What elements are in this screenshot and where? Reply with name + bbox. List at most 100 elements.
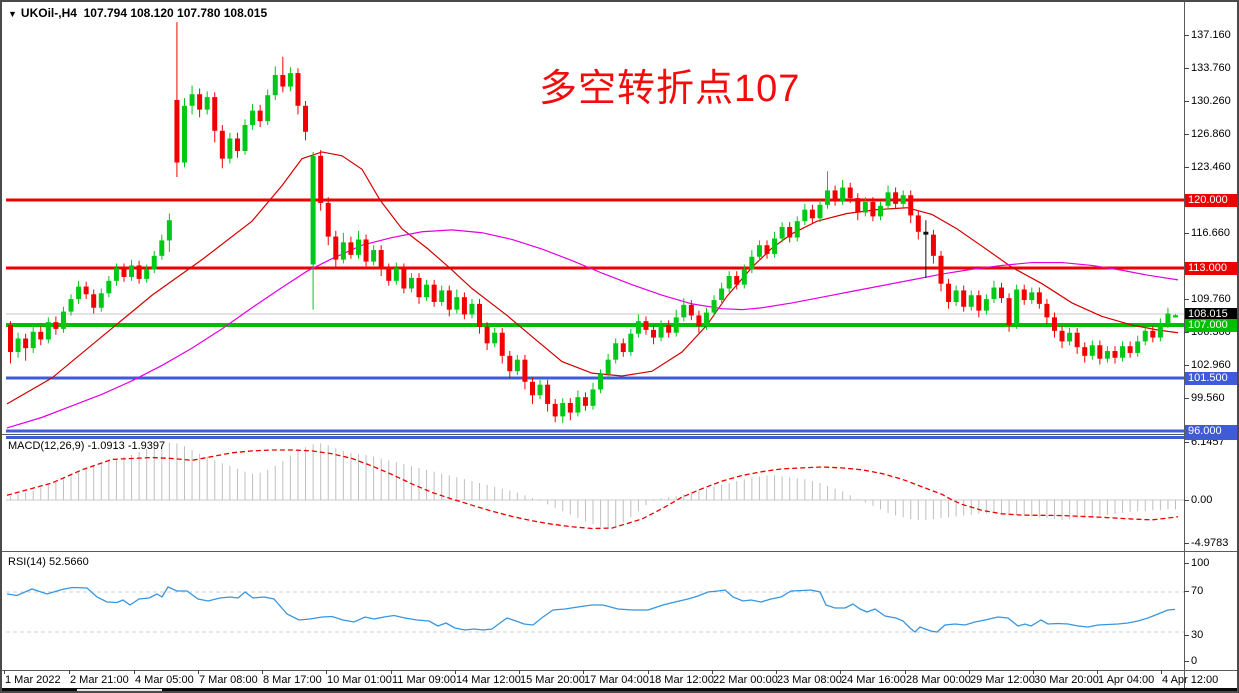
candle-body — [514, 359, 520, 372]
price-tick-mark — [1184, 134, 1189, 135]
ma-slow-line — [6, 229, 1179, 429]
candle-body — [242, 125, 248, 151]
candle-body — [76, 286, 82, 300]
macd-tick-mark — [1184, 543, 1189, 544]
date-label: 4 Apr 12:00 — [1162, 674, 1219, 686]
candle-body — [643, 321, 649, 330]
candle-body — [696, 315, 702, 327]
scrollbar-thumb[interactable] — [77, 689, 162, 691]
date-label: 28 Mar 00:00 — [906, 674, 971, 686]
panel-separator-macd-rsi[interactable] — [2, 551, 1237, 552]
date-tick-mark — [905, 670, 906, 674]
candle-body — [908, 195, 914, 216]
annotation-text[interactable]: 多空转折点107 — [539, 68, 801, 110]
candle-body — [1082, 347, 1088, 356]
candle-body — [446, 290, 452, 310]
price-tick-mark — [1184, 35, 1189, 36]
candle-body — [567, 402, 573, 413]
candle-body — [287, 73, 293, 87]
date-tick-mark — [648, 670, 649, 674]
candle-body — [477, 303, 483, 327]
symbol-period-label: UKOil-,H4 — [20, 6, 77, 20]
rsi-line — [6, 586, 1176, 633]
horizontal-scrollbar[interactable] — [2, 688, 1237, 691]
candle-body — [250, 110, 256, 126]
date-tick-mark — [776, 670, 777, 674]
date-tick-mark — [969, 670, 970, 674]
candle-body — [91, 294, 97, 308]
candle-body — [809, 209, 815, 219]
date-label: 30 Mar 20:00 — [1034, 674, 1099, 686]
candle-body — [560, 402, 566, 417]
candle-body — [817, 204, 823, 219]
candle-body — [257, 110, 263, 122]
candle-body — [386, 268, 392, 281]
candle-body — [507, 355, 513, 372]
candle-body — [1112, 351, 1118, 358]
price-tick-mark — [1184, 101, 1189, 102]
candle-body — [136, 265, 142, 279]
date-label: 18 Mar 12:00 — [649, 674, 714, 686]
candle-body — [620, 343, 626, 352]
price-axis-divider — [1184, 2, 1185, 688]
candle-body — [734, 276, 740, 285]
candle-body — [484, 326, 490, 344]
candle-body — [197, 94, 203, 110]
candle-body — [499, 332, 505, 356]
candle-body — [946, 283, 952, 302]
candle-body — [719, 288, 725, 301]
candle-body — [666, 325, 672, 333]
candle-body — [772, 238, 778, 254]
candle-body — [1059, 330, 1065, 342]
candle-body — [726, 276, 732, 289]
date-label: 10 Mar 01:00 — [327, 674, 392, 686]
candle-body — [598, 374, 604, 390]
candle-body — [628, 333, 634, 352]
date-tick-mark — [134, 670, 135, 674]
date-tick-mark — [326, 670, 327, 674]
price-badge-101.500: 101.500 — [1185, 371, 1237, 385]
date-label: 29 Mar 12:00 — [970, 674, 1035, 686]
symbol-dropdown-icon[interactable]: ▼ — [8, 9, 17, 19]
candle-body — [749, 256, 755, 270]
candle-body — [280, 75, 286, 87]
candle-body — [454, 297, 460, 310]
candle-body — [30, 331, 36, 349]
date-tick-mark — [1033, 670, 1034, 674]
candle-body — [961, 290, 967, 307]
candle-body — [113, 268, 119, 281]
rsi-tick-label: 0 — [1191, 655, 1198, 667]
candle-body — [333, 236, 339, 260]
time-axis — [2, 671, 1237, 688]
candle-body — [991, 287, 997, 300]
candle-body — [15, 338, 21, 352]
price-badge-96.000: 96.000 — [1185, 424, 1237, 438]
candle-body — [265, 95, 271, 122]
candle-body — [234, 138, 240, 151]
candle-body — [424, 284, 430, 298]
candle-body — [1097, 345, 1103, 359]
candle-body — [129, 265, 135, 277]
candle-body — [363, 239, 369, 262]
candle-body — [23, 338, 29, 349]
price-tick-label: 130.260 — [1191, 95, 1231, 107]
date-label: 8 Mar 17:00 — [263, 674, 322, 686]
candle-body — [840, 187, 846, 201]
candle-body — [8, 325, 13, 352]
candle-body — [764, 245, 770, 254]
candle-body — [862, 201, 868, 213]
candle-body — [893, 192, 899, 204]
panel-separator-main-macd[interactable] — [2, 434, 1237, 435]
candle-body — [915, 215, 921, 232]
candle-body — [204, 97, 210, 110]
date-label: 23 Mar 08:00 — [777, 674, 842, 686]
candle-body — [999, 287, 1005, 299]
rsi-tick-mark — [1184, 635, 1189, 636]
candle-body — [529, 381, 535, 396]
price-tick-label: 116.660 — [1191, 227, 1230, 239]
price-tick-label: 123.460 — [1191, 161, 1231, 173]
price-badge-120.000: 120.000 — [1185, 193, 1237, 207]
ma-fast-line — [6, 151, 1179, 405]
candle-body — [885, 192, 891, 206]
